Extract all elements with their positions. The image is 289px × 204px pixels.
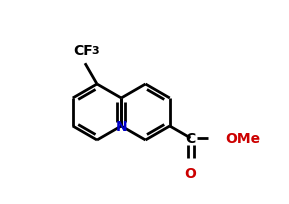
Text: C: C (186, 131, 196, 145)
Text: CF: CF (73, 44, 93, 58)
Text: N: N (115, 119, 127, 133)
Text: O: O (185, 166, 197, 180)
Text: OMe: OMe (225, 131, 261, 145)
Text: 3: 3 (91, 46, 99, 56)
